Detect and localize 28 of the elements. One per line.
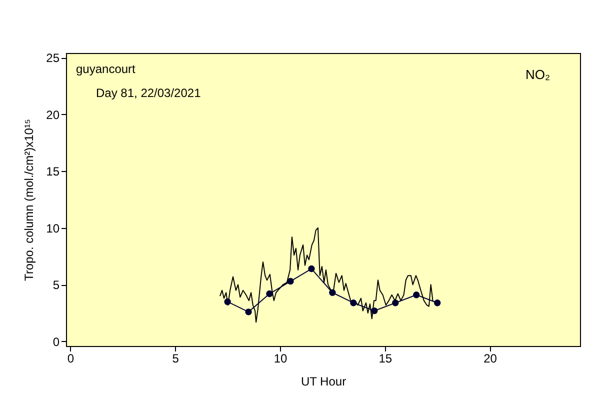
point bbox=[371, 307, 378, 314]
point bbox=[224, 298, 231, 306]
y-tick-label: 5 bbox=[52, 278, 60, 292]
y-tick-label: 10 bbox=[46, 221, 60, 236]
x-tick-label: 5 bbox=[172, 352, 180, 366]
point bbox=[392, 300, 399, 306]
point bbox=[413, 292, 420, 298]
line-series bbox=[219, 227, 434, 323]
y-axis-title: Tropo. column (mol./cm²)x10¹⁵ bbox=[22, 119, 36, 281]
point bbox=[350, 300, 357, 306]
x-tick-label: 15 bbox=[378, 352, 392, 366]
point bbox=[245, 308, 252, 316]
x-tick-label: 20 bbox=[484, 352, 498, 366]
y-tick-label: 15 bbox=[46, 164, 60, 179]
x-tick-label: 10 bbox=[274, 352, 288, 366]
x-tick-label: 0 bbox=[67, 352, 74, 366]
y-tick-label: 25 bbox=[46, 51, 60, 66]
x-axis-title: UT Hour bbox=[300, 374, 346, 388]
point bbox=[287, 278, 294, 285]
point bbox=[329, 289, 336, 296]
annotation: NO₂ bbox=[525, 67, 550, 82]
point bbox=[434, 300, 441, 306]
annotation: guyancourt bbox=[76, 62, 136, 76]
y-tick-label: 0 bbox=[52, 334, 60, 349]
point bbox=[266, 290, 273, 298]
point bbox=[308, 265, 315, 272]
y-tick-label: 20 bbox=[46, 108, 60, 122]
annotation: Day 81, 22/03/2021 bbox=[96, 86, 202, 100]
